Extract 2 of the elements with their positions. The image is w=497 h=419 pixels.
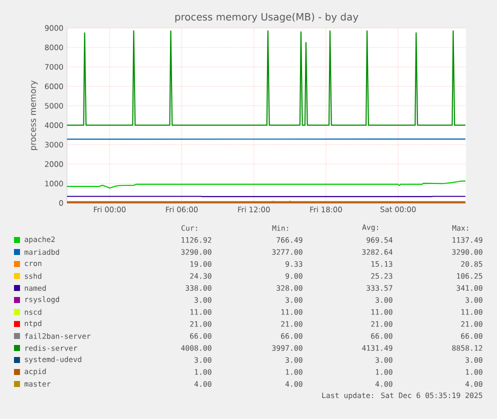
y-axis-title: process memory [31, 80, 38, 150]
chart-title: process memory Usage(MB) - by day [175, 12, 358, 22]
